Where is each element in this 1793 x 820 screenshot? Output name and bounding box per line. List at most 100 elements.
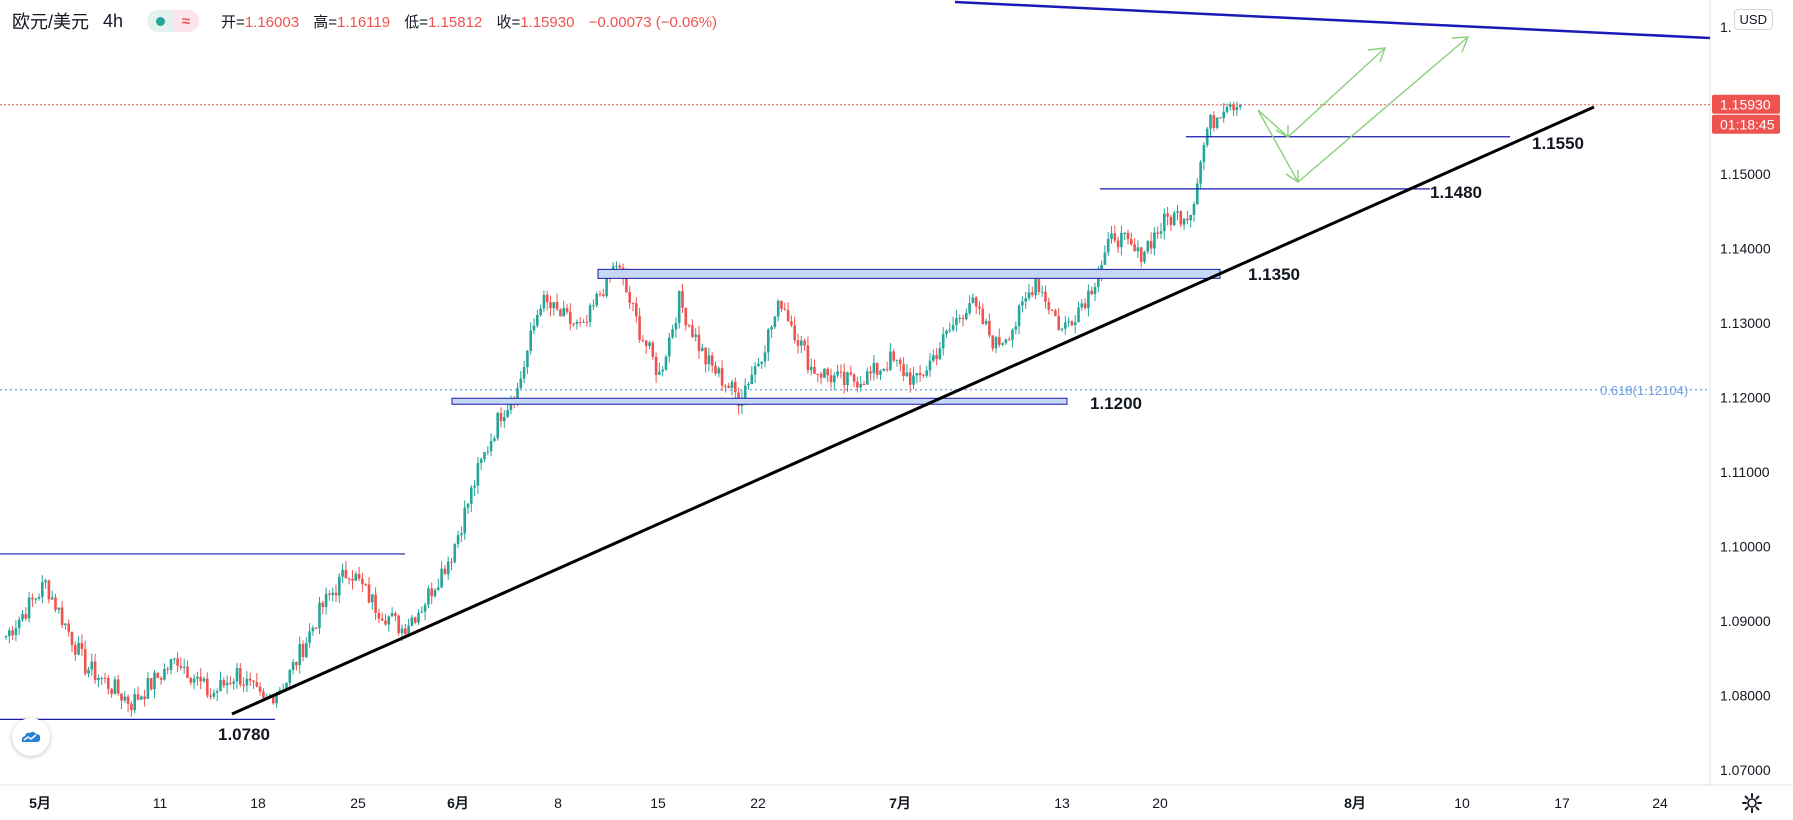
candle-body [961, 317, 965, 320]
candle-body [1024, 298, 1027, 302]
candle-body [308, 631, 311, 643]
symbol-name[interactable]: 欧元/美元 [12, 12, 90, 32]
candle-body [978, 306, 981, 309]
candle-body [404, 628, 407, 635]
candle-body [305, 642, 308, 658]
price-axis[interactable] [1710, 0, 1793, 820]
candle-body [427, 588, 430, 605]
support-zone-1200 [451, 397, 1068, 405]
candle-body [793, 325, 796, 341]
candle-body [948, 329, 952, 331]
candle-body [1186, 218, 1189, 221]
tradingview-logo-button[interactable] [12, 718, 50, 756]
ohlc-values: 开=1.16003 高=1.16119 低=1.15812 收=1.15930 … [221, 13, 718, 31]
candle-body [522, 367, 526, 379]
candle-body [440, 568, 443, 588]
candle-body [615, 265, 618, 267]
arrow-head [1285, 170, 1299, 184]
candle-body [918, 372, 922, 376]
candle-body [552, 302, 556, 309]
candle-body [430, 588, 433, 597]
candle-body [836, 371, 839, 376]
candle-body [1014, 326, 1018, 330]
settings-gear-icon[interactable] [1741, 792, 1763, 814]
candle-body [654, 356, 658, 375]
candle-body [93, 661, 97, 681]
candle-body [60, 607, 64, 626]
candle-body [763, 352, 767, 362]
candle-body [569, 311, 572, 324]
candle-body [149, 678, 153, 690]
candle-body [367, 584, 371, 603]
candle-body [215, 691, 219, 693]
candle-body [734, 381, 737, 393]
x-tick-label: 15 [650, 795, 666, 811]
candle-body [559, 309, 562, 317]
candle-body [17, 619, 21, 629]
candle-body [295, 662, 298, 666]
x-tick-label: 11 [153, 795, 168, 811]
candle-body [592, 305, 595, 307]
candle-body [311, 627, 315, 632]
interval-label[interactable]: 4h [103, 10, 124, 31]
candle-body [499, 412, 503, 422]
x-tick-label: 17 [1554, 795, 1570, 811]
candle-body [1087, 290, 1090, 309]
candle-body [991, 335, 994, 349]
candle-body [1172, 212, 1176, 226]
candle-body [677, 291, 681, 324]
candle-body [1060, 328, 1064, 330]
y-tick-label: 1.07000 [1720, 762, 1771, 778]
y-tick-label: 1.14000 [1720, 241, 1771, 257]
candle-body [1199, 162, 1202, 184]
candle-body [156, 672, 160, 679]
candle-body [875, 362, 879, 375]
high-value: 1.16119 [336, 13, 391, 31]
candlestick-series [4, 101, 1242, 717]
candle-body [1143, 251, 1146, 262]
candle-body [413, 617, 417, 623]
candle-body [357, 573, 361, 579]
market-status-pill[interactable]: ≈ [147, 10, 200, 32]
currency-button[interactable]: USD [1733, 9, 1773, 30]
candle-body [1215, 117, 1219, 128]
candle-body [80, 642, 84, 650]
candle-body [1229, 104, 1232, 107]
candle-body [780, 300, 783, 309]
candle-body [126, 696, 130, 704]
x-tick-label: 7月 [889, 795, 911, 811]
candle-body [628, 292, 631, 303]
candle-body [542, 294, 546, 309]
candle-body [374, 594, 377, 614]
candle-body [192, 678, 196, 683]
candle-body [344, 569, 348, 579]
candle-body [453, 544, 457, 563]
candle-body [562, 307, 565, 317]
candle-body [1235, 106, 1239, 111]
close-value: 1.15930 [520, 13, 575, 31]
candle-body [103, 677, 107, 679]
candle-body [1067, 321, 1070, 323]
candle-body [476, 463, 480, 486]
candle-body [1047, 301, 1051, 310]
candle-body [757, 363, 760, 367]
candle-body [437, 587, 440, 590]
candle-body [242, 684, 245, 686]
candle-body [859, 383, 862, 388]
candle-body [691, 325, 694, 338]
candle-body [1219, 117, 1222, 119]
candle-body [433, 589, 437, 597]
candle-body [598, 293, 602, 295]
candle-body [783, 308, 787, 311]
candle-body [110, 688, 113, 694]
candle-body [694, 334, 697, 338]
candle-body [47, 580, 51, 600]
candle-body [727, 385, 730, 389]
candle-body [347, 578, 351, 580]
candle-body [816, 373, 820, 375]
candle-body [159, 678, 163, 680]
candle-body [173, 658, 176, 660]
candle-body [1011, 329, 1014, 340]
candle-body [644, 340, 648, 347]
